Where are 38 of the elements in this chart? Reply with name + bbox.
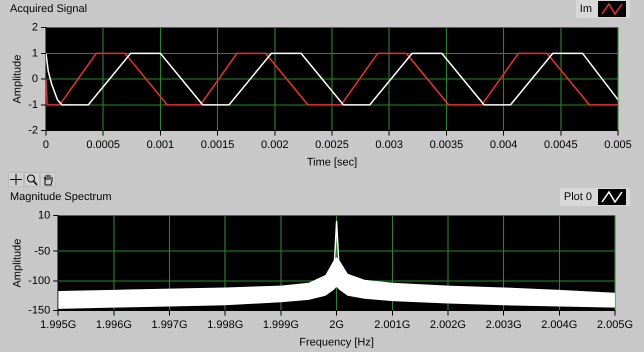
y-tick-label: 10 bbox=[38, 210, 50, 222]
y-tick-label: 0 bbox=[32, 73, 38, 86]
chart-title: Magnitude Spectrum bbox=[10, 191, 112, 203]
y-tick-label: -2 bbox=[28, 124, 38, 137]
x-tick-label: 2.003G bbox=[486, 319, 522, 332]
x-tick-label: 0.005 bbox=[604, 139, 632, 152]
x-tick-label: 0.0045 bbox=[544, 139, 578, 152]
y-tick-label: -1 bbox=[28, 98, 38, 111]
legend-label: Plot 0 bbox=[564, 191, 592, 203]
y-tick-label: 1 bbox=[32, 47, 38, 60]
x-tick-label: 0.0025 bbox=[315, 139, 349, 152]
y-axis-title: Amplitude bbox=[12, 238, 24, 288]
x-tick-label: 1.995G bbox=[40, 319, 76, 332]
x-tick-label: 2.005G bbox=[596, 319, 634, 332]
y-tick-label: -50 bbox=[34, 245, 50, 258]
x-axis-title: Time [sec] bbox=[306, 156, 358, 168]
x-tick-label: 2.004G bbox=[541, 319, 578, 332]
x-tick-label: 1.998G bbox=[207, 319, 244, 332]
x-tick-label: 0.0035 bbox=[430, 139, 464, 152]
x-tick-label: 0.003 bbox=[375, 139, 403, 152]
y-tick-label: -150 bbox=[28, 304, 50, 317]
x-tick-label: 2.002G bbox=[430, 319, 466, 332]
x-tick-label: 2G bbox=[329, 319, 344, 332]
x-tick-label: 0.0015 bbox=[200, 139, 234, 152]
x-tick-label: 0.0005 bbox=[86, 139, 120, 152]
y-axis-title: Amplitude bbox=[12, 54, 24, 104]
x-tick-label: 1.999G bbox=[262, 319, 299, 332]
x-tick-label: 1.996G bbox=[96, 319, 132, 332]
x-tick-label: 0.004 bbox=[490, 139, 518, 152]
chart-title: Acquired Signal bbox=[10, 3, 88, 15]
y-tick-label: -100 bbox=[28, 274, 50, 287]
x-tick-label: 0.002 bbox=[261, 139, 289, 152]
legend-label: Im bbox=[580, 3, 592, 15]
x-axis-title: Frequency [Hz] bbox=[299, 336, 374, 348]
y-tick-label: 2 bbox=[32, 22, 38, 34]
x-tick-label: 1.997G bbox=[152, 319, 188, 332]
x-tick-label: 0.001 bbox=[146, 139, 174, 152]
x-tick-label: 2.001G bbox=[374, 319, 410, 332]
